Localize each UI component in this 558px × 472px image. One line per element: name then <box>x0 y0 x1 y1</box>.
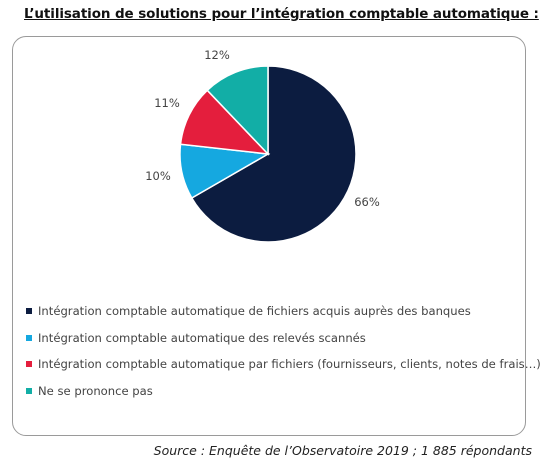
legend-swatch <box>26 334 32 341</box>
legend-item-4: Ne se prononce pas <box>26 378 541 405</box>
legend-swatch <box>26 308 32 315</box>
slice-label-2: 10% <box>145 169 171 183</box>
legend-label: Ne se prononce pas <box>38 383 153 398</box>
legend-item-1: Intégration comptable automatique de fic… <box>26 298 541 325</box>
legend-swatch <box>26 387 32 394</box>
pie-slice-4 <box>206 65 269 156</box>
legend-item-2: Intégration comptable automatique des re… <box>26 325 541 352</box>
legend-label: Intégration comptable automatique des re… <box>38 330 366 345</box>
slice-label-4: 12% <box>204 48 230 62</box>
legend-swatch <box>26 361 32 368</box>
slice-label-3: 11% <box>154 96 180 110</box>
legend-label: Intégration comptable automatique de fic… <box>38 304 471 319</box>
pie-slice-1 <box>190 65 357 243</box>
legend-item-3: Intégration comptable automatique par fi… <box>26 351 541 378</box>
source-note: Source : Enquête de l’Observatoire 2019 … <box>153 443 532 458</box>
legend-label: Intégration comptable automatique par fi… <box>38 357 541 372</box>
slice-label-1: 66% <box>354 195 380 209</box>
chart-title: L’utilisation de solutions pour l’intégr… <box>24 6 539 22</box>
chart-legend: Intégration comptable automatique de fic… <box>26 298 541 404</box>
